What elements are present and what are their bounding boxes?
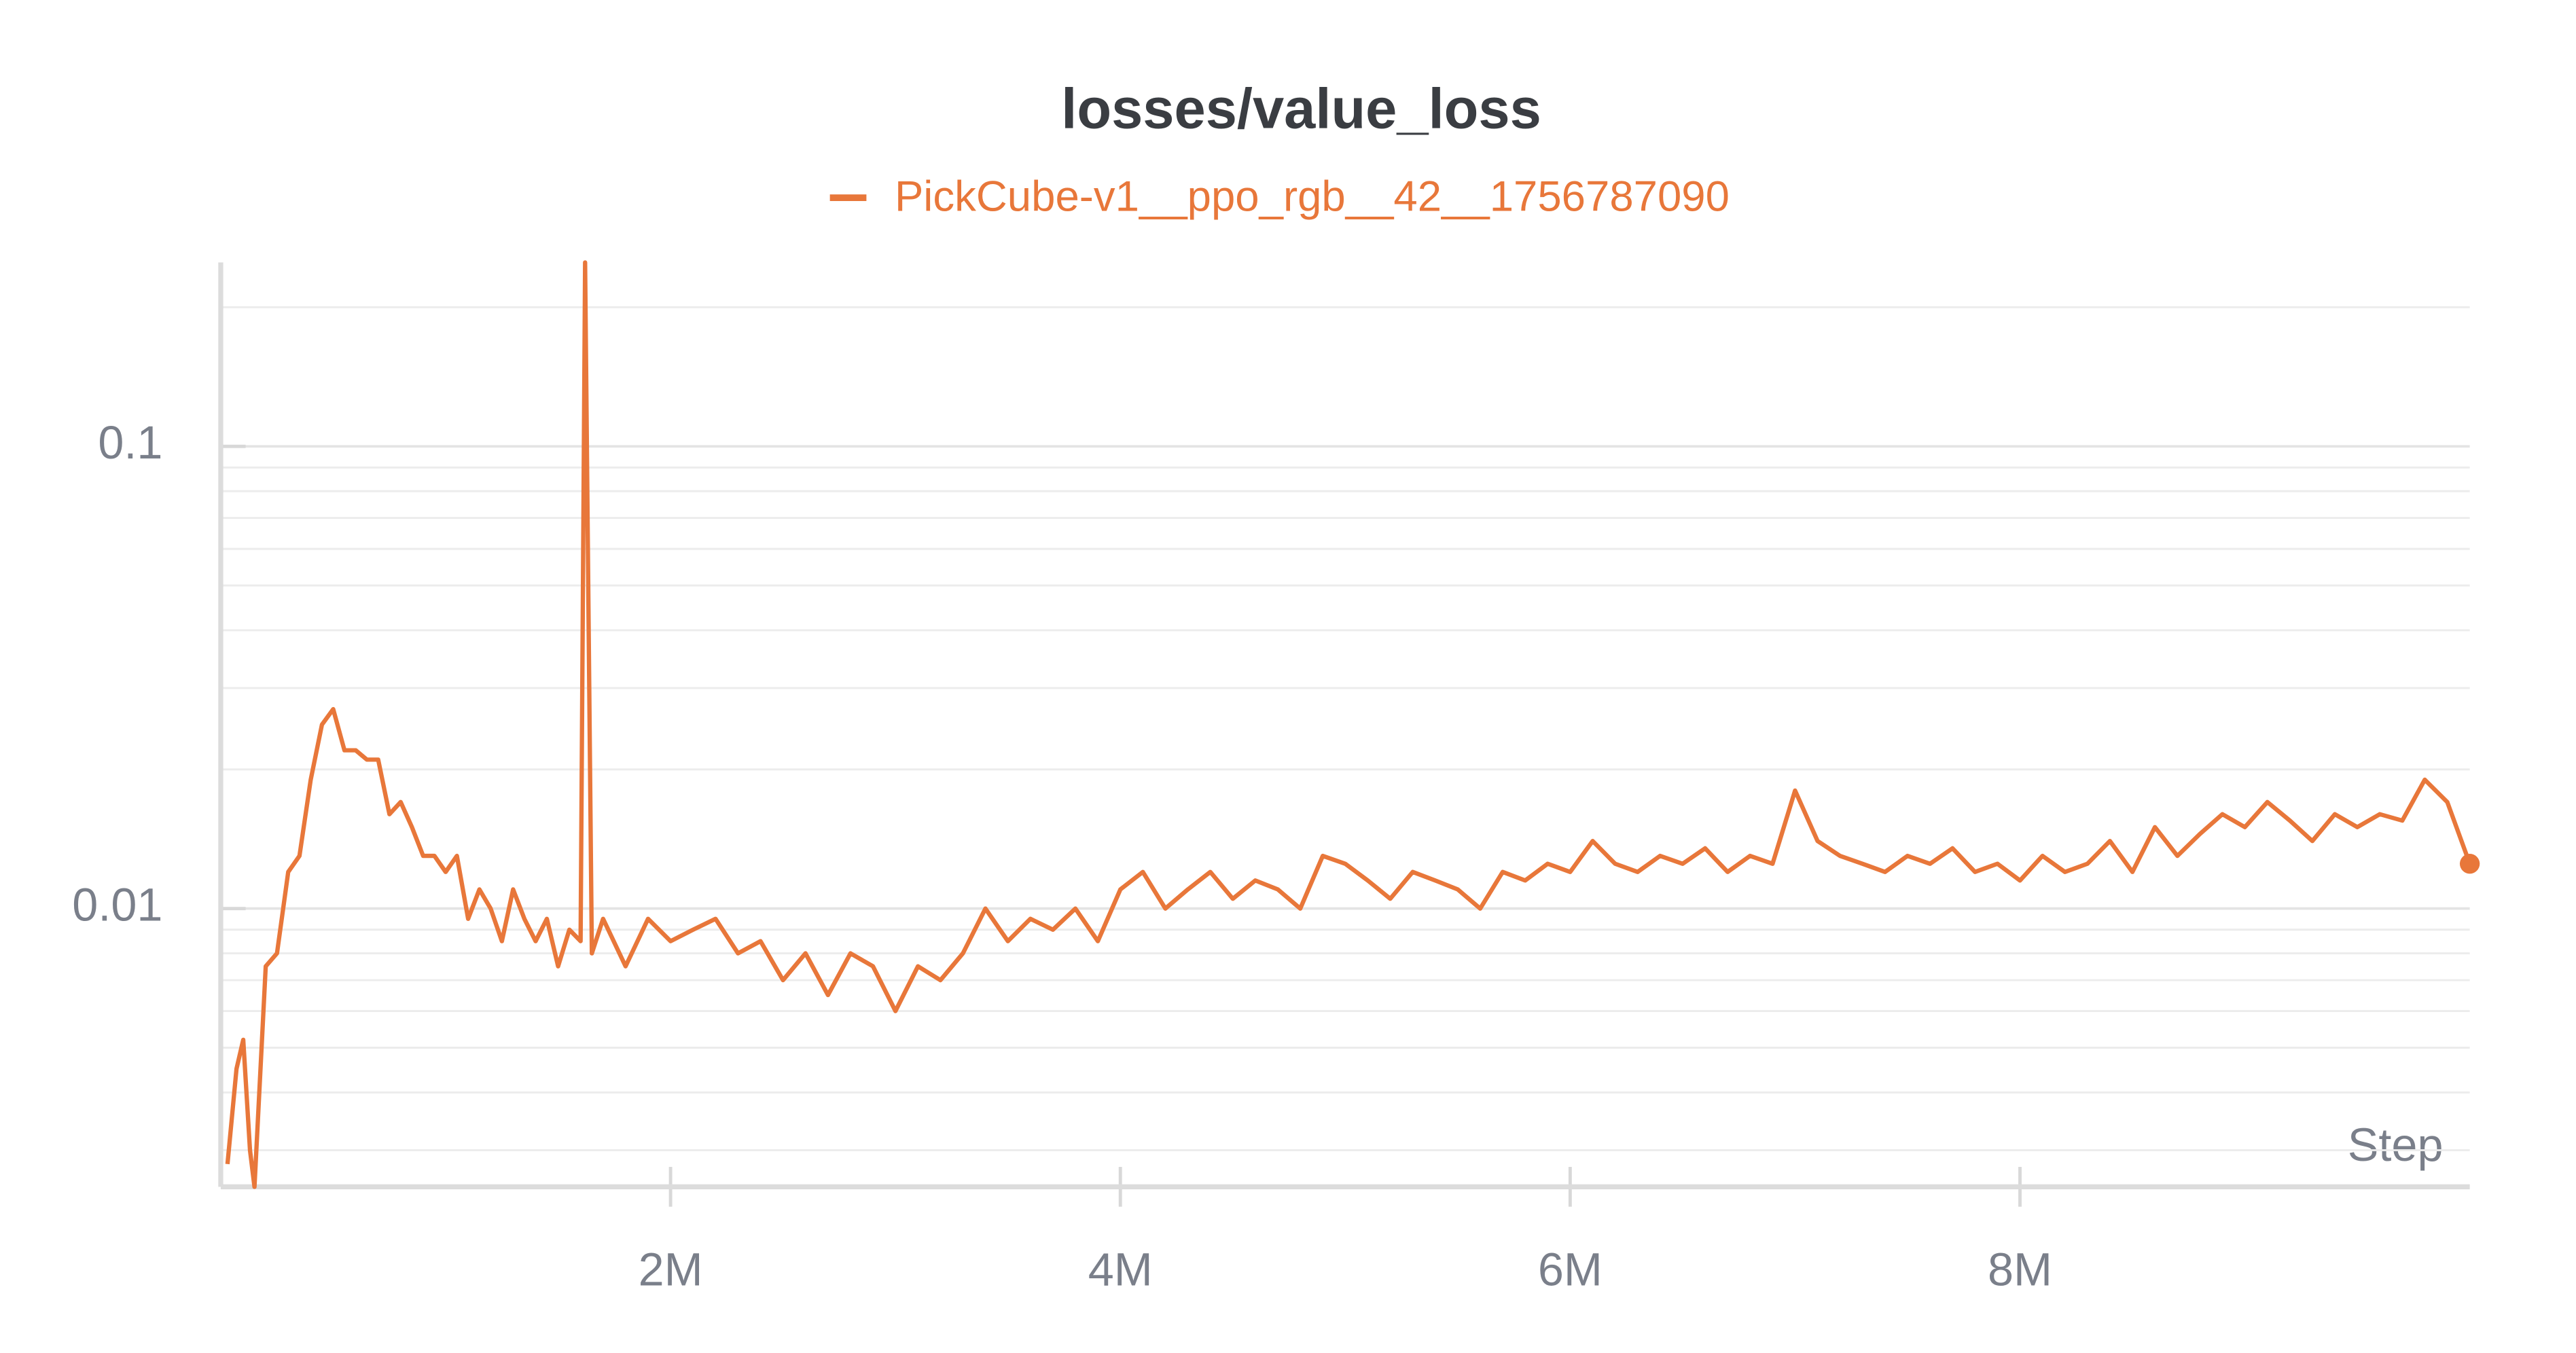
series-line [225, 260, 2472, 1189]
y-tick-label: 0.01 [72, 880, 162, 931]
x-tick-label: 2M [639, 1244, 703, 1295]
x-tick-label: 4M [1088, 1244, 1153, 1295]
x-tick-label: 8M [1988, 1244, 2052, 1295]
x-axis-label: Step [2348, 1119, 2444, 1171]
chart-title: losses/value_loss [1061, 77, 1541, 140]
legend-label[interactable]: PickCube-v1__ppo_rgb__42__1756787090 [895, 172, 1730, 220]
y-tick-label: 0.1 [98, 417, 162, 469]
x-tick-label: 6M [1538, 1244, 1603, 1295]
end-point [2459, 854, 2480, 874]
